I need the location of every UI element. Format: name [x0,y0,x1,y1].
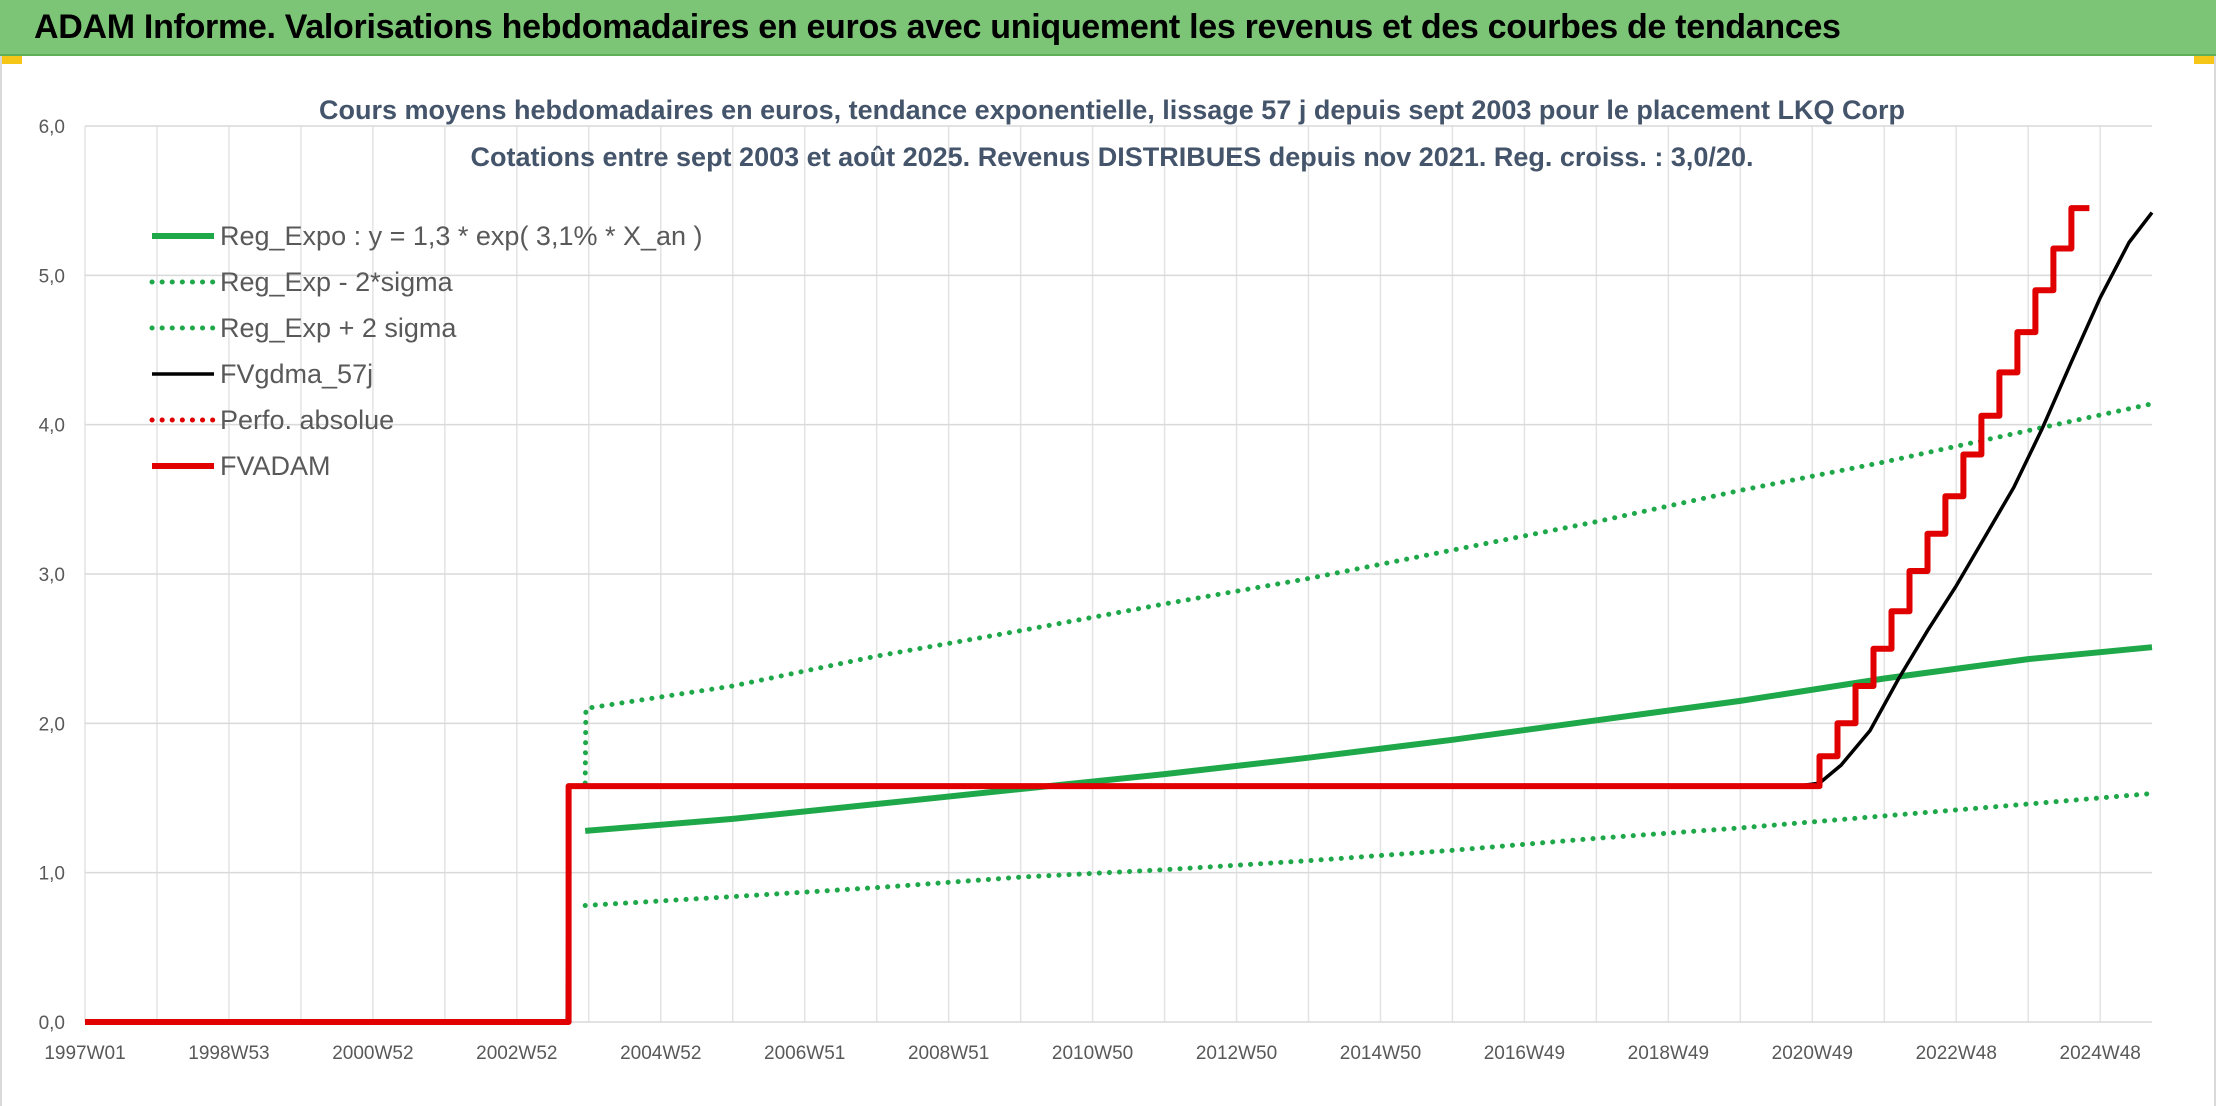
y-tick-label: 2,0 [39,714,65,735]
y-tick-label: 0,0 [39,1013,65,1034]
x-tick-label: 2008W51 [908,1043,989,1064]
legend-label: Reg_Expo : y = 1,3 * exp( 3,1% * X_an ) [220,221,703,251]
x-tick-label: 2004W52 [620,1043,701,1064]
series-line-2 [582,401,2155,786]
x-tick-label: 2024W48 [2060,1043,2141,1064]
x-tick-label: 2018W49 [1628,1043,1709,1064]
chart-subtitle: Cotations entre sept 2003 et août 2025. … [471,142,1754,172]
corner-marker-left [0,56,22,64]
chart-frame [0,56,2216,1106]
y-tick-label: 1,0 [39,864,65,885]
y-tick-label: 6,0 [39,117,65,138]
series-line-0 [584,644,2153,834]
x-tick-label: 1998W53 [188,1043,269,1064]
legend-label: Perfo. absolue [220,405,394,435]
chart-title: Cours moyens hebdomadaires en euros, ten… [319,95,1905,125]
y-tick-label: 4,0 [39,416,65,437]
report-header: ADAM Informe. Valorisations hebdomadaire… [0,0,2216,56]
chart-grid [84,125,2152,1023]
chart-legend: Reg_Expo : y = 1,3 * exp( 3,1% * X_an ) R… [149,221,703,481]
chart-series [85,205,2155,1025]
x-tick-label: 2012W50 [1196,1043,1277,1064]
legend-label: FVgdma_57j [220,359,373,389]
y-tick-label: 5,0 [39,266,65,287]
report-title: ADAM Informe. Valorisations hebdomadaire… [34,8,1841,46]
x-tick-label: 2002W52 [476,1043,557,1064]
x-tick-label: 2016W49 [1484,1043,1565,1064]
legend-label: Reg_Exp - 2*sigma [220,267,454,297]
x-tick-label: 2010W50 [1052,1043,1133,1064]
series-line-5 [85,205,2090,1025]
x-tick-label: 2000W52 [332,1043,413,1064]
x-tick-label: 2014W50 [1340,1043,1421,1064]
x-tick-label: 2022W48 [1916,1043,1997,1064]
series-line-1 [582,791,2155,908]
x-tick-label: 2006W51 [764,1043,845,1064]
legend-label: FVADAM [220,451,331,481]
x-tick-label: 1997W01 [44,1043,125,1064]
corner-marker-right [2194,56,2216,64]
legend-label: Reg_Exp + 2 sigma [220,313,457,343]
y-tick-label: 3,0 [39,565,65,586]
x-tick-label: 2020W49 [1772,1043,1853,1064]
chart-axes: 0,0 1,0 2,0 3,0 4,0 5,0 6,0 1997W01 1998W53 2000W… [39,117,2141,1064]
